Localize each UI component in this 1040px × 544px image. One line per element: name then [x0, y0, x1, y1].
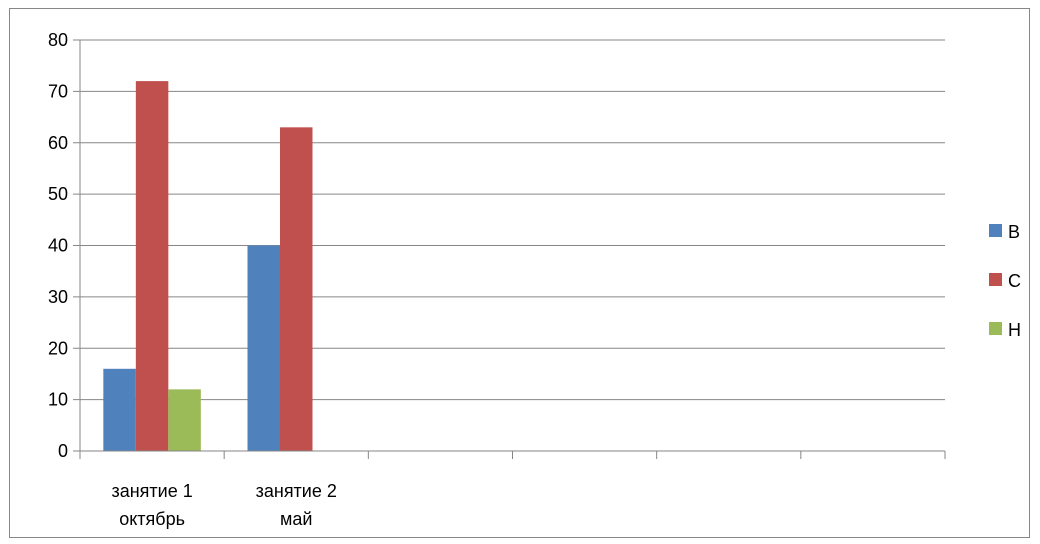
y-tick-label: 20	[48, 338, 68, 358]
bar-1-2	[247, 245, 280, 451]
bar-2-1	[135, 81, 169, 451]
bar-3-1	[168, 389, 201, 451]
y-axis-ticks: 0 10 20 30 40 50 60 70 80	[48, 30, 68, 461]
legend-swatch	[989, 273, 1002, 286]
legend-label: В	[1008, 222, 1020, 242]
legend-label: Н	[1008, 320, 1021, 340]
y-tick-label: 80	[48, 30, 68, 50]
x-category-label: занятие 2	[256, 481, 337, 501]
y-tick-label: 60	[48, 133, 68, 153]
axes	[73, 39, 946, 459]
gridlines	[80, 39, 945, 401]
x-category-label: занятие 1	[111, 481, 192, 501]
legend-swatch	[989, 224, 1002, 237]
y-tick-label: 40	[48, 236, 68, 256]
x-category-label: май	[280, 509, 312, 529]
legend-label: С	[1008, 271, 1021, 291]
legend: В С Н	[989, 222, 1021, 340]
y-tick-label: 50	[48, 184, 68, 204]
y-tick-label: 10	[48, 390, 68, 410]
bar-1-1	[103, 368, 136, 451]
legend-swatch	[989, 322, 1002, 335]
y-tick-label: 70	[48, 81, 68, 101]
x-axis-labels: занятие 1 октябрь занятие 2 май	[111, 481, 336, 529]
y-tick-label: 30	[48, 287, 68, 307]
bars	[103, 81, 313, 452]
x-category-label: октябрь	[119, 509, 185, 529]
y-tick-label: 0	[58, 441, 68, 461]
bar-2-2	[280, 127, 313, 452]
